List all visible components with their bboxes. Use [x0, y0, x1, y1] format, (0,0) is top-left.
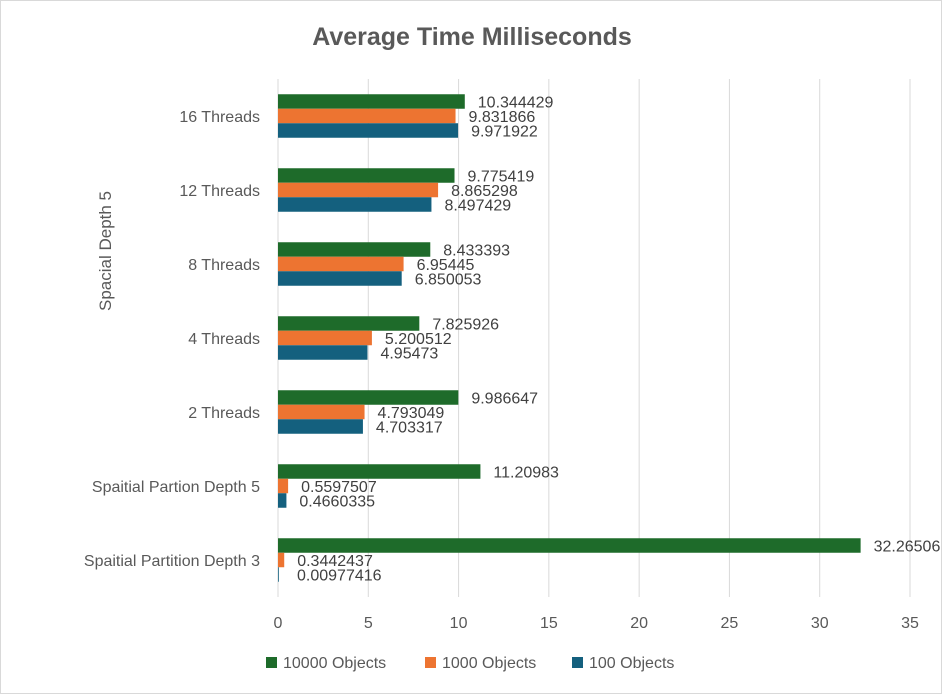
x-tick-label: 10: [450, 615, 468, 632]
category-label: 8 Threads: [188, 257, 260, 274]
legend-entry: 1000 Objects: [442, 655, 536, 672]
chart-title: Average Time Milliseconds: [312, 23, 632, 51]
x-tick-label: 30: [811, 615, 829, 632]
x-tick-label: 15: [540, 615, 558, 632]
gridlines: [277, 79, 911, 597]
legend: 10000 Objects 1000 Objects 100 Objects: [266, 655, 674, 672]
legend-swatch: [572, 657, 583, 668]
bar: [278, 552, 285, 568]
bar: [278, 538, 861, 553]
bar: [278, 567, 279, 582]
legend-entry: 10000 Objects: [283, 655, 386, 672]
data-label: 9.986647: [471, 391, 538, 408]
category-label: 12 Threads: [179, 183, 260, 200]
category-label: 4 Threads: [188, 331, 260, 348]
data-label: 7.825926: [432, 317, 499, 334]
category-label: Spaitial Partition Depth 3: [84, 553, 260, 570]
bar: [278, 330, 372, 346]
bar: [278, 182, 439, 198]
x-tick-label: 0: [274, 615, 283, 632]
category-labels: 16 Threads 12 Threads 8 Threads 4 Threads 2 …: [84, 109, 260, 570]
data-label: 5.200512: [385, 331, 452, 348]
bar: [278, 493, 287, 508]
bar: [278, 256, 404, 272]
bar: [278, 478, 289, 494]
legend-entry: 100 Objects: [589, 655, 674, 672]
x-tick-label: 5: [364, 615, 373, 632]
bar: [278, 168, 455, 183]
data-label: 10.344429: [478, 95, 554, 112]
data-label: 0.5597507: [301, 479, 377, 496]
category-label: 2 Threads: [188, 405, 260, 422]
bar: [278, 419, 363, 434]
category-label: 16 Threads: [179, 109, 260, 126]
data-label: 4.703317: [376, 420, 443, 437]
bar: [278, 404, 365, 420]
category-label: Spaitial Partion Depth 5: [92, 479, 260, 496]
data-label: 9.971922: [471, 124, 538, 141]
bar: [278, 94, 465, 109]
x-tick-label: 25: [721, 615, 739, 632]
x-axis-ticks: 0 5 10 15 20 25 30 35: [274, 615, 919, 632]
legend-swatch: [266, 657, 277, 668]
bar: [278, 108, 456, 124]
data-label: 6.95445: [417, 257, 475, 274]
data-label: 9.775419: [468, 169, 535, 186]
data-label: 11.20983: [493, 465, 559, 482]
group-axis-label: Spacial Depth 5: [96, 191, 115, 311]
data-label: 8.865298: [451, 183, 518, 200]
data-label: 32.26506: [874, 539, 941, 556]
data-label: 8.433393: [443, 243, 510, 260]
x-tick-label: 35: [901, 615, 919, 632]
bar: [278, 464, 481, 479]
data-label: 9.831866: [469, 109, 536, 126]
data-label: 0.3442437: [297, 553, 373, 570]
bars: [278, 94, 861, 582]
data-label: 4.793049: [378, 405, 445, 422]
data-label: 6.850053: [415, 272, 482, 289]
bar: [278, 197, 432, 212]
data-label: 4.95473: [380, 346, 438, 363]
bar: [278, 271, 402, 286]
data-label: 0.00977416: [297, 568, 382, 585]
bar: [278, 123, 459, 138]
bar: [278, 390, 459, 405]
x-tick-label: 20: [630, 615, 648, 632]
legend-swatch: [425, 657, 436, 668]
bar: [278, 242, 431, 257]
data-label: 8.497429: [444, 198, 511, 215]
bar: [278, 316, 420, 331]
data-label: 0.4660335: [299, 494, 375, 511]
bar: [278, 345, 368, 360]
